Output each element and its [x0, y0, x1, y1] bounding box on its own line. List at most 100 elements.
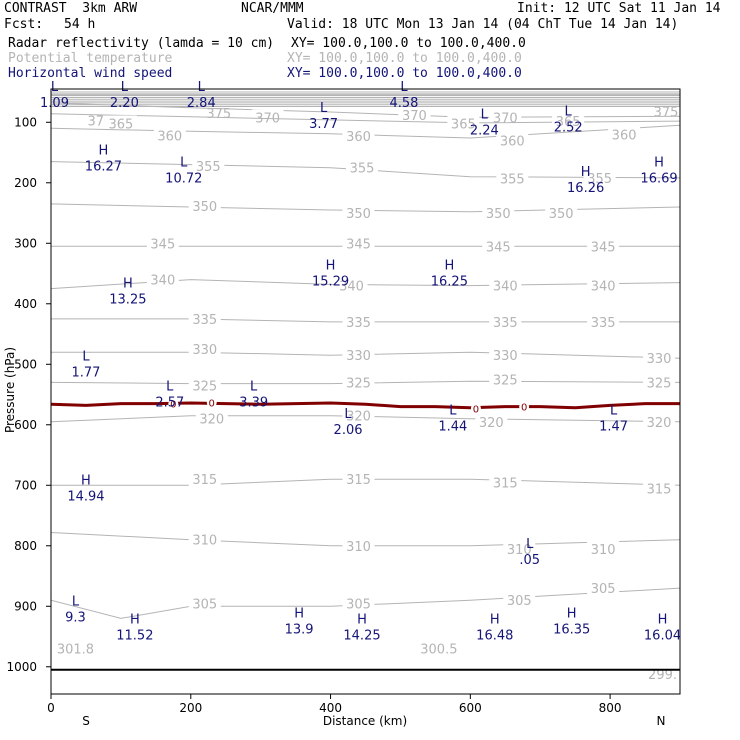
wind-extremum-low-marker: L [250, 380, 258, 395]
theta-label-bg [342, 205, 375, 221]
wind-extremum-high-marker: H [658, 612, 668, 627]
theta-label-bg [251, 109, 284, 125]
y-tick-label: 400 [14, 297, 37, 311]
theta-label-bg [587, 277, 620, 293]
theta-label-345: 345 [486, 240, 511, 255]
model-title: CONTRAST 3km ARW [4, 1, 138, 16]
theta-label-bg [489, 313, 522, 329]
wind-extremum-high-marker: H [444, 259, 454, 274]
theta-surface-label: 300.5 [420, 643, 457, 658]
forecast-hour: 54 h [64, 17, 96, 32]
wind-extremum-value: 2.06 [334, 423, 363, 438]
theta-label-bg [489, 277, 522, 293]
wind-extremum-value: 16.25 [431, 275, 468, 290]
theta-label-bg [489, 347, 522, 363]
theta-label-365: 365 [556, 115, 581, 130]
theta-label-bg [146, 271, 179, 287]
theta-label-305: 305 [591, 582, 616, 597]
reflectivity-label-bg [206, 397, 217, 408]
theta-contour-355 [51, 161, 680, 179]
x-tick-label: 0 [47, 701, 55, 715]
theta-label-bg [188, 197, 221, 213]
wind-extremum-value: 14.25 [343, 628, 380, 643]
wind-extremum-low-marker: L [610, 404, 618, 419]
wind-extremum-low-marker: L [344, 407, 352, 422]
wind-extremum-high-marker: H [326, 259, 336, 274]
theta-label-bg [447, 115, 480, 131]
theta-label-bg [188, 595, 221, 611]
x-end-label-north: N [657, 714, 666, 728]
wind-extremum-value: 10.72 [165, 172, 202, 187]
theta-label-bg [587, 238, 620, 254]
theta-label-bg [496, 170, 529, 186]
wind-extremum-value: 2.84 [187, 96, 216, 111]
theta-label-350: 350 [346, 207, 371, 222]
theta-label-335: 335 [493, 316, 518, 331]
theta-label-355: 355 [500, 173, 525, 188]
theta-label-bg [104, 115, 137, 131]
theta-label-315: 315 [493, 476, 518, 491]
wind-extremum-value: 15.29 [312, 275, 349, 290]
wind-extremum-value: 16.04 [644, 628, 681, 643]
theta-label-320: 320 [647, 416, 672, 431]
theta-label-bg [342, 537, 375, 553]
wind-extremum-value: 16.35 [553, 622, 590, 637]
wind-extremum-high-marker: H [81, 473, 91, 488]
reflectivity-label: 0 [473, 404, 479, 415]
theta-label-bg [643, 413, 676, 429]
wind-extremum-low-marker: L [449, 404, 457, 419]
theta-label-330: 330 [192, 343, 217, 358]
wind-extremum-low-marker: L [180, 156, 188, 171]
theta-label-bg [188, 377, 221, 393]
theta-label-bg [587, 313, 620, 329]
theta-label-365: 365 [108, 117, 133, 132]
wind-extremum-low-marker: L [565, 104, 573, 119]
wind-extremum-low-marker: L [481, 107, 489, 122]
theta-label-bg [188, 531, 221, 547]
wind-extremum-value: 11.52 [116, 628, 153, 643]
theta-label-bg [608, 126, 641, 142]
theta-label-340: 340 [591, 280, 616, 295]
theta-label-320: 320 [346, 410, 371, 425]
wind-extremum-low-marker: L [198, 80, 206, 95]
wind-extremum-low-marker: L [51, 80, 59, 95]
wind-extremum-high-marker: H [294, 606, 304, 621]
wind-extremum-high-marker: H [567, 606, 577, 621]
theta-label-375: 375 [654, 105, 679, 120]
theta-label-bg [643, 350, 676, 366]
init-time: Init: 12 UTC Sat 11 Jan 14 [517, 1, 721, 16]
theta-label-350: 350 [549, 207, 574, 222]
y-tick-label: 200 [14, 176, 37, 190]
theta-contour-310 [51, 532, 680, 547]
theta-label-bg [342, 313, 375, 329]
field-name-wind: Horizontal wind speed [8, 66, 173, 81]
theta-label-320: 320 [199, 413, 224, 428]
theta-label-325: 325 [493, 373, 518, 388]
wind-extremum-value: 16.27 [85, 160, 122, 175]
reflectivity-contour-0 [51, 401, 680, 410]
theta-contour-365 [51, 113, 680, 124]
field-xy-reflectivity: XY= 100.0,100.0 to 100.0,400.0 [291, 36, 526, 51]
theta-label-305: 305 [507, 594, 532, 609]
theta-label-310: 310 [192, 534, 217, 549]
theta-label-bg [342, 471, 375, 487]
theta-contour-330 [51, 351, 680, 359]
theta-label-310: 310 [346, 540, 371, 555]
theta-label-340: 340 [150, 274, 175, 289]
wind-extremum-value: 16.69 [640, 172, 677, 187]
theta-contour-350 [51, 203, 680, 213]
wind-extremum-value: 1.09 [40, 96, 69, 111]
forecast-label: Fcst: [4, 17, 44, 32]
y-tick-label: 600 [14, 418, 37, 432]
theta-label-bg [192, 157, 225, 173]
theta-label-315: 315 [346, 473, 371, 488]
theta-label-bg [188, 471, 221, 487]
valid-time: Valid: 18 UTC Mon 13 Jan 14 (04 ChT Tue … [287, 17, 679, 32]
wind-extremum-high-marker: H [581, 165, 591, 180]
theta-label-325: 325 [346, 376, 371, 391]
wind-extremum-value: 4.58 [389, 96, 418, 111]
theta-contour-325 [51, 380, 680, 385]
theta-label-bg [545, 205, 578, 221]
theta-label-bg [342, 407, 375, 423]
wind-extremum-value: 2.20 [110, 96, 139, 111]
